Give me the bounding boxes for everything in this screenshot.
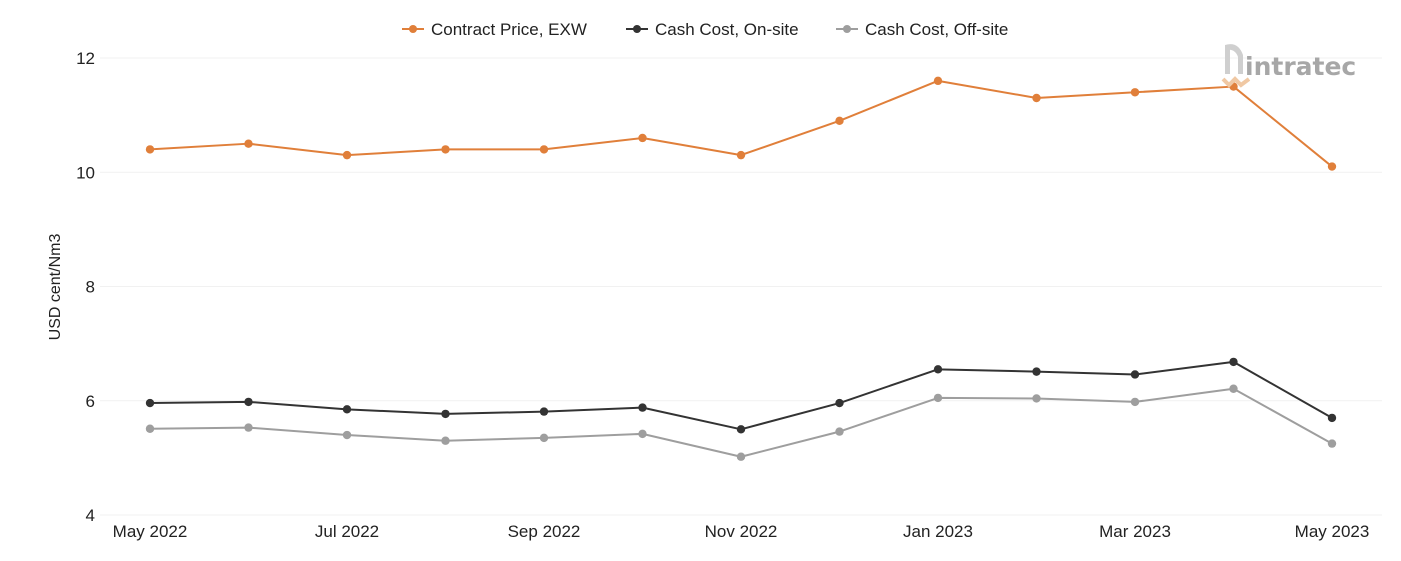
data-point (244, 423, 253, 432)
x-tick-label: Nov 2022 (705, 522, 778, 541)
data-point (145, 424, 155, 433)
y-tick-label: 8 (86, 278, 95, 297)
data-point (441, 145, 450, 154)
data-point (342, 430, 352, 440)
data-point (1327, 413, 1337, 423)
data-point (1032, 367, 1041, 376)
data-point (736, 150, 746, 160)
data-point (539, 407, 549, 416)
data-point (736, 452, 746, 461)
x-tick-label: May 2023 (1295, 522, 1370, 541)
series-2 (145, 384, 1337, 461)
data-point (1032, 93, 1041, 103)
data-point (638, 429, 647, 439)
y-tick-label: 4 (86, 506, 95, 525)
data-point (539, 433, 549, 443)
legend-swatch-dot (409, 25, 417, 33)
x-tick-label: May 2022 (113, 522, 188, 541)
legend-swatch-dot (843, 25, 851, 33)
series-layer (145, 76, 1337, 461)
data-point (1229, 384, 1238, 393)
data-point (638, 133, 647, 143)
legend-swatch-dot (633, 25, 641, 33)
legend-label: Cash Cost, On-site (655, 20, 799, 39)
grid-lines (100, 57, 1382, 516)
data-point (1032, 394, 1041, 403)
y-tick-label: 6 (86, 392, 95, 411)
data-point (1130, 88, 1140, 97)
data-point (1327, 439, 1337, 448)
data-point (244, 139, 253, 148)
legend-item: Cash Cost, Off-site (836, 20, 1008, 39)
y-tick-label: 10 (76, 163, 95, 182)
series-0 (145, 76, 1337, 171)
x-tick-label: Mar 2023 (1099, 522, 1171, 541)
series-1 (145, 357, 1337, 434)
data-point (441, 409, 450, 419)
legend-label: Cash Cost, Off-site (865, 20, 1008, 39)
data-point (736, 425, 746, 434)
data-point (1130, 370, 1140, 379)
data-point (638, 403, 647, 412)
data-point (835, 116, 844, 126)
series-line (149, 387, 1333, 458)
logo-text: intratec (1245, 52, 1356, 81)
x-tick-label: Sep 2022 (508, 522, 581, 541)
data-point (1229, 357, 1238, 367)
legend: Contract Price, EXW Cash Cost, On-site Cas… (402, 20, 1008, 39)
data-point (145, 398, 155, 408)
data-point (145, 145, 155, 154)
data-point (244, 397, 253, 407)
data-point (933, 393, 943, 403)
data-point (933, 76, 943, 86)
data-point (1130, 397, 1140, 407)
data-point (539, 145, 549, 154)
y-axis-title: USD cent/Nm3 (47, 234, 64, 341)
y-axis-ticks: 4 6 8 10 12 (76, 49, 95, 525)
x-tick-label: Jul 2022 (315, 522, 379, 541)
data-point (933, 365, 943, 374)
data-point (835, 398, 844, 408)
legend-item: Cash Cost, On-site (626, 20, 799, 39)
data-point (835, 427, 844, 436)
data-point (441, 436, 450, 445)
data-point (1327, 162, 1337, 171)
data-point (342, 405, 352, 414)
x-tick-label: Jan 2023 (903, 522, 973, 541)
intratec-logo: intratec (1221, 44, 1356, 88)
legend-label: Contract Price, EXW (431, 20, 587, 39)
data-point (342, 150, 352, 160)
series-line (149, 360, 1333, 431)
y-tick-label: 12 (76, 49, 95, 68)
legend-item: Contract Price, EXW (402, 20, 587, 39)
x-axis-ticks: May 2022 Jul 2022 Sep 2022 Nov 2022 Jan 2023… (113, 522, 1370, 541)
